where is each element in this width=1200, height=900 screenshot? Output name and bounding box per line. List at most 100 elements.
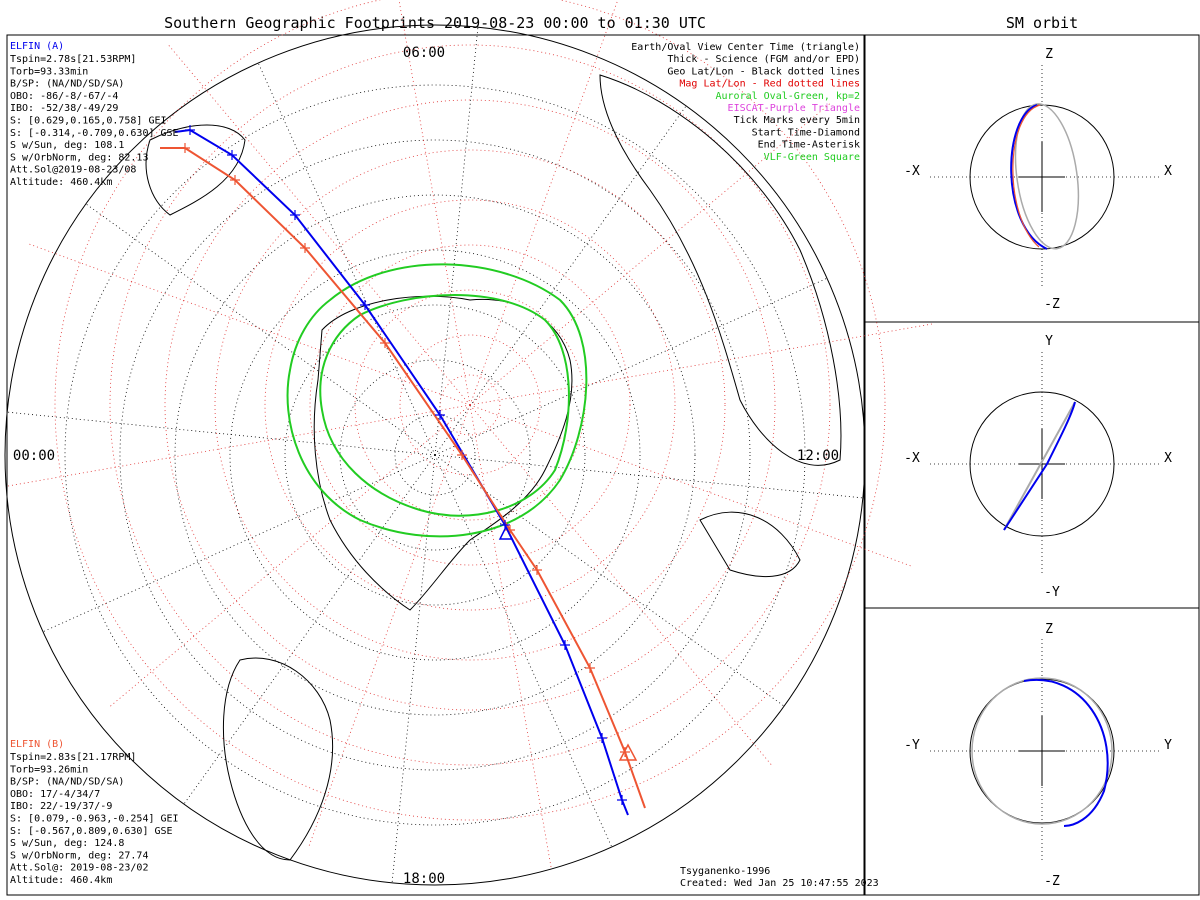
elfin-a-tick <box>617 795 627 805</box>
info-line: S w/Sun, deg: 124.8 <box>10 838 124 849</box>
elfin-a-tick <box>185 125 195 135</box>
mag-latitude-circle <box>399 334 541 476</box>
auroral-oval-outer <box>286 263 588 538</box>
mag-longitude-line <box>109 404 471 708</box>
info-line: OBO: -86/-8/-67/-4 <box>10 91 118 102</box>
landmass-outline <box>699 511 801 578</box>
info-line: Torb=93.26min <box>10 764 88 775</box>
geo-longitude-line <box>42 454 436 633</box>
info-line: Altitude: 460.4km <box>10 177 112 188</box>
geo-longitude-line <box>391 454 436 883</box>
info-line: Att.Sol@2019-08-23/08 <box>10 165 136 176</box>
geo-latitude-circle <box>119 139 751 771</box>
info-line: B/SP: (NA/ND/SD/SA) <box>10 777 124 788</box>
info-line: Att.Sol@: 2019-08-23/02 <box>10 863 148 874</box>
auroral-oval-inner <box>319 294 570 517</box>
map-frame <box>6 34 865 896</box>
legend-entry: Mag Lat/Lon - Red dotted lines <box>679 79 860 90</box>
map-grid <box>4 0 934 886</box>
axis-label-right: X <box>1164 164 1172 179</box>
info-line: S: [0.079,-0.963,-0.254] GEI <box>10 814 179 825</box>
mag-latitude-circle <box>264 199 676 611</box>
legend-entry: Start Time-Diamond <box>752 127 860 138</box>
map-title: Southern Geographic Footprints 2019-08-2… <box>164 14 706 32</box>
axis-label-left: -X <box>904 164 920 179</box>
elfin-b-tick <box>300 243 310 253</box>
orbit-ellipse-gray <box>971 677 1113 825</box>
orbit-a-arc <box>1023 678 1109 827</box>
clock-label-1200: 12:00 <box>797 448 839 464</box>
axis-label-right: Y <box>1164 738 1172 753</box>
mag-longitude-line <box>469 404 552 869</box>
info-line: Torb=93.33min <box>10 66 88 77</box>
satellite-name: ELFIN (A) <box>10 41 64 52</box>
elfin-b-tick <box>230 175 240 185</box>
axis-label-bottom: -Z <box>1044 874 1060 889</box>
legend-entry: VLF-Green Square <box>764 152 860 163</box>
info-line: S w/OrbNorm, deg: 27.74 <box>10 850 148 861</box>
elfin-b-tick <box>180 143 190 153</box>
elfin-a-tick <box>560 640 570 650</box>
axis-label-top: Z <box>1045 622 1053 637</box>
elfin-a-track <box>174 128 629 816</box>
elfin-b-info: ELFIN (B) Tspin=2.83s[21.17RPM]Torb=93.26… <box>10 739 179 886</box>
elfin-a-tick <box>360 300 370 310</box>
created-timestamp: Created: Wed Jan 25 10:47:55 2023 <box>680 878 879 889</box>
geo-longitude-line <box>434 277 828 456</box>
elfin-b-tick <box>532 565 542 575</box>
orbit-panel-yz: -Y Y Z -Z <box>904 622 1172 889</box>
orbit-panel-xz: -X X Z -Z <box>904 47 1172 312</box>
elfin-b-tick <box>380 338 390 348</box>
axis-label-bottom: -Y <box>1044 585 1060 600</box>
elfin-b-tick <box>457 450 467 460</box>
continent-outlines <box>145 74 842 861</box>
axis-label-left: -X <box>904 451 920 466</box>
orbit-ellipse-gray <box>1014 103 1080 250</box>
mag-longitude-line <box>469 404 912 567</box>
info-line: Tspin=2.78s[21.53RPM] <box>10 54 136 65</box>
geo-longitude-line <box>434 454 785 707</box>
orbit-a-arc <box>1010 104 1048 250</box>
orbit-a-arc <box>1003 401 1076 531</box>
clock-label-0600: 06:00 <box>403 45 445 61</box>
antarctica-outline <box>313 295 573 611</box>
mag-latitude-circle <box>309 244 631 566</box>
clock-label-1800: 18:00 <box>403 871 445 887</box>
legend-entry: End Time-Asterisk <box>758 140 860 151</box>
geo-latitude-circle <box>229 249 641 661</box>
legend: Earth/Oval View Center Time (triangle)Th… <box>631 42 860 163</box>
clock-label-0000: 00:00 <box>13 448 55 464</box>
geo-longitude-line <box>257 62 436 456</box>
axis-label-top: Y <box>1045 334 1053 349</box>
legend-entry: Thick - Science (FGM and/or EPD) <box>667 54 860 65</box>
orbit-b-arc <box>1012 104 1041 248</box>
axis-label-right: X <box>1164 451 1172 466</box>
satellite-name: ELFIN (B) <box>10 739 64 750</box>
geo-longitude-line <box>434 27 479 456</box>
elfin-a-view-center-triangle <box>498 525 514 540</box>
info-line: S: [-0.567,0.809,0.630] GSE <box>10 826 173 837</box>
legend-entry: Auroral Oval-Green, kp=2 <box>716 91 861 102</box>
geo-latitude-circle <box>64 84 806 826</box>
info-line: S w/Sun, deg: 108.1 <box>10 140 124 151</box>
axis-label-left: -Y <box>904 738 920 753</box>
elfin-b-tick <box>585 663 595 673</box>
elfin-a-tick <box>227 150 237 160</box>
mag-longitude-line <box>308 404 471 847</box>
geo-latitude-circle <box>284 304 586 606</box>
landmass-outline <box>599 74 842 466</box>
mag-longitude-line <box>6 404 471 487</box>
elfin-a-tick <box>597 733 607 743</box>
orbit-ellipse-gray <box>1003 401 1076 531</box>
info-line: IBO: -52/38/-49/29 <box>10 103 118 114</box>
geo-longitude-line <box>183 454 436 805</box>
info-line: B/SP: (NA/ND/SD/SA) <box>10 79 124 90</box>
mag-longitude-line <box>167 44 471 406</box>
landmass-outline <box>145 124 246 216</box>
mag-latitude-circle <box>439 374 501 436</box>
info-line: S: [-0.314,-0.709,0.630] GSE <box>10 128 179 139</box>
mag-latitude-circle <box>214 149 726 661</box>
info-line: OBO: 17/-4/34/7 <box>10 789 100 800</box>
axis-label-top: Z <box>1045 47 1053 62</box>
